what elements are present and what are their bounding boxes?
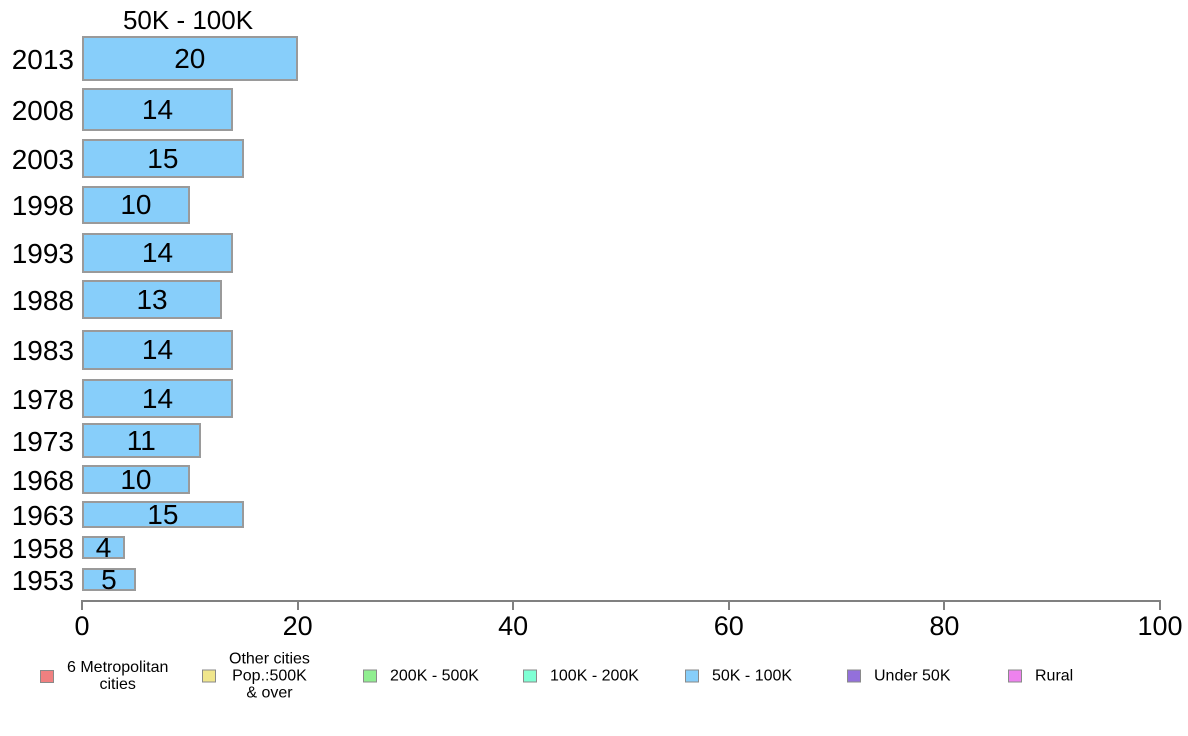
legend-swatch-200k-500k — [363, 669, 377, 683]
y-axis-label: 1968 — [11, 464, 74, 496]
legend-label: Other cities Pop.:500K & over — [229, 651, 310, 702]
y-axis-label: 1983 — [11, 335, 74, 366]
legend-label-line: cities — [99, 676, 136, 693]
bar-value-label: 20 — [174, 42, 206, 74]
legend-swatch-100k-200k — [523, 669, 537, 683]
legend-label-line: Pop.:500K — [232, 667, 307, 685]
legend-label-line: Other cities — [229, 650, 310, 668]
legend-label-line: Rural — [1035, 667, 1074, 685]
y-axis-label: 1998 — [11, 190, 74, 221]
bar-value-label: 14 — [141, 382, 174, 414]
bar-value-label: 10 — [120, 189, 152, 220]
bar: 10 — [82, 465, 190, 494]
x-axis-tick-label: 0 — [74, 611, 90, 641]
x-axis-tick-label: 80 — [929, 611, 960, 641]
bar: 11 — [82, 423, 201, 458]
legend-label: Under 50K — [874, 668, 951, 685]
y-axis-label: 1958 — [11, 532, 74, 564]
bar-value-label: 15 — [147, 498, 179, 530]
y-axis-label: 2003 — [11, 143, 74, 175]
legend-label-line: 50K - 100K — [712, 667, 793, 685]
legend-item-rural: Rural — [1008, 668, 1073, 685]
chart-title: 50K - 100K — [122, 5, 254, 35]
y-axis-label: 1978 — [11, 383, 74, 415]
legend-label-line: 100K - 200K — [550, 667, 639, 685]
y-axis-label: 2008 — [11, 94, 74, 126]
bar: 4 — [82, 531, 126, 563]
bar-value-label: 5 — [101, 563, 117, 595]
legend-label: 200K - 500K — [390, 668, 479, 685]
x-axis-tick-label: 20 — [282, 611, 313, 641]
y-axis-label: 2013 — [11, 43, 74, 75]
legend-label-line: Under 50K — [874, 667, 951, 685]
legend-item-6-metropolitan-cities: 6 Metropolitan cities — [40, 659, 168, 693]
x-axis-tick — [727, 600, 730, 610]
legend-label: 6 Metropolitan cities — [67, 659, 168, 693]
x-axis-line — [82, 600, 1160, 602]
legend-item-under-50k: Under 50K — [847, 668, 951, 685]
legend-swatch-50k-100k — [685, 669, 699, 683]
bar-value-label: 10 — [120, 463, 152, 495]
y-axis-label: 1963 — [11, 499, 74, 531]
legend-label-line: 6 Metropolitan — [67, 659, 169, 676]
legend-label-line: 200K - 500K — [390, 667, 479, 685]
legend-label: 100K - 200K — [550, 668, 639, 685]
bar-value-label: 14 — [141, 334, 174, 365]
legend-item-200k-500k: 200K - 500K — [363, 668, 479, 685]
legend-label: 50K - 100K — [712, 668, 792, 685]
bar: 20 — [82, 36, 298, 81]
legend-swatch-other-cities-pop-500k-and-over — [202, 669, 216, 683]
bar: 15 — [82, 139, 244, 178]
bar: 5 — [82, 563, 136, 595]
legend-swatch-6-metropolitan-cities — [40, 669, 54, 683]
bar-value-label: 15 — [147, 142, 179, 174]
bar: 14 — [82, 379, 233, 418]
bar-value-label: 11 — [126, 424, 156, 456]
y-axis-label: 1988 — [11, 284, 74, 316]
bar-value-label: 4 — [95, 531, 112, 563]
x-axis-tick — [81, 600, 83, 610]
x-axis-tick — [1159, 600, 1161, 610]
bar: 14 — [82, 233, 233, 273]
x-axis-tick — [512, 600, 515, 610]
y-axis-label: 1973 — [11, 425, 74, 457]
x-axis-tick — [296, 600, 299, 610]
y-axis-label: 1953 — [11, 564, 74, 596]
x-axis-tick-label: 40 — [498, 611, 529, 641]
x-axis-tick — [943, 600, 946, 610]
bar: 10 — [82, 186, 190, 224]
legend-item-other-cities-pop-500k-and-over: Other cities Pop.:500K & over — [202, 651, 310, 702]
legend-item-50k-100k: 50K - 100K — [685, 668, 792, 685]
y-axis-label: 1993 — [11, 238, 74, 269]
x-axis-tick-label: 60 — [713, 611, 744, 641]
bar-value-label: 13 — [136, 283, 168, 315]
legend-item-100k-200k: 100K - 200K — [523, 668, 639, 685]
bar-value-label: 14 — [141, 237, 174, 268]
bar-value-label: 14 — [141, 93, 174, 125]
legend-label-line: & over — [246, 684, 293, 702]
bar: 13 — [82, 280, 223, 319]
bar: 14 — [82, 88, 233, 131]
legend-swatch-rural — [1008, 669, 1022, 683]
x-axis-tick-label: 100 — [1137, 611, 1183, 641]
bar: 14 — [82, 330, 233, 370]
legend-label: Rural — [1035, 668, 1073, 685]
bar: 15 — [82, 498, 244, 530]
legend-swatch-under-50k — [847, 669, 861, 683]
